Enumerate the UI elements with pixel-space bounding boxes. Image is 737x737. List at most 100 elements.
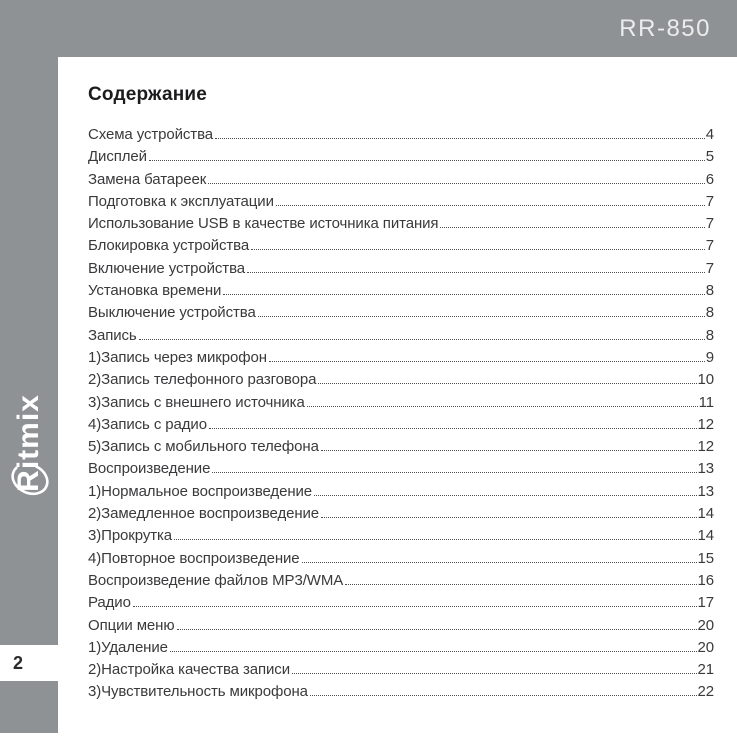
toc-entry-page: 7 — [705, 192, 714, 210]
toc-entry-page: 5 — [705, 148, 714, 166]
toc-dotted-leader — [223, 294, 705, 296]
toc-entry-label: Дисплей — [88, 148, 147, 166]
toc-entry: 3)Запись с внешнего источника 11 — [88, 392, 714, 414]
toc-entry-page: 8 — [705, 282, 714, 300]
toc-dotted-leader — [314, 494, 697, 496]
toc-entry: Использование USB в качестве источника п… — [88, 213, 714, 235]
toc-entry-label: 4)Повторное воспроизведение — [88, 549, 300, 567]
toc-entry-label: Установка времени — [88, 282, 222, 300]
page-number-strip: 2 — [0, 645, 58, 681]
toc-entry-label: Блокировка устройства — [88, 237, 250, 255]
toc-entry-label: Подготовка к эксплуатации — [88, 192, 274, 210]
toc-dotted-leader — [215, 138, 705, 139]
ritmix-logo: Ritmix — [0, 355, 58, 525]
toc-entry-page: 17 — [697, 594, 715, 612]
toc-entry-label: 2)Запись телефонного разговора — [88, 371, 317, 389]
toc-entry-label: 3)Запись с внешнего источника — [88, 393, 305, 411]
toc-dotted-leader — [318, 383, 697, 385]
toc-entry-page: 7 — [705, 215, 714, 233]
page-title: Содержание — [88, 84, 208, 105]
toc-entry-page: 4 — [705, 126, 714, 143]
toc-entry-page: 20 — [697, 616, 715, 634]
toc-entry: Опции меню 20 — [88, 615, 714, 637]
toc-entry: 2)Замедленное воспроизведение 14 — [88, 503, 714, 525]
toc-entry: Схема устройства 4 — [88, 124, 714, 146]
toc-dotted-leader — [292, 673, 697, 675]
toc-entry-label: 2)Настройка качества записи — [88, 661, 290, 679]
toc-entry: 1)Запись через микрофон 9 — [88, 347, 714, 369]
toc-dotted-leader — [251, 249, 705, 251]
toc-dotted-leader — [208, 182, 705, 184]
toc-dotted-leader — [309, 695, 697, 697]
toc-entry-page: 22 — [697, 683, 715, 701]
toc-entry-page: 14 — [697, 505, 715, 523]
toc-dotted-leader — [132, 606, 697, 608]
toc-entry: Установка времени 8 — [88, 280, 714, 302]
toc-entry-label: Воспроизведение файлов MP3/WMA — [88, 571, 344, 589]
toc-dotted-leader — [247, 271, 705, 273]
toc-entry: 4)Запись с радио 12 — [88, 414, 714, 436]
toc-dotted-leader — [306, 405, 698, 407]
toc-dotted-leader — [440, 227, 705, 229]
toc-entry-label: Радио — [88, 594, 131, 612]
toc-entry-label: Воспроизведение — [88, 460, 211, 478]
toc-entry: Запись 8 — [88, 325, 714, 347]
toc-entry: 2)Настройка качества записи 21 — [88, 659, 714, 681]
toc-entry-label: Использование USB в качестве источника п… — [88, 215, 439, 233]
toc-entry: Дисплей 5 — [88, 146, 714, 168]
toc-dotted-leader — [208, 427, 697, 429]
toc-dotted-leader — [321, 517, 697, 519]
toc-dotted-leader — [268, 360, 705, 362]
toc-entry: 1)Удаление 20 — [88, 637, 714, 659]
toc-entry-page: 12 — [697, 415, 715, 433]
toc-entry-label: Схема устройства — [88, 126, 214, 143]
toc-dotted-leader — [301, 561, 697, 563]
page-number: 2 — [13, 652, 24, 673]
toc-entry-page: 15 — [697, 549, 715, 567]
toc-dotted-leader — [138, 338, 705, 340]
toc-entry-label: 1)Запись через микрофон — [88, 348, 267, 366]
toc-dotted-leader — [169, 650, 697, 652]
toc-entry-label: 3)Чувствительность микрофона — [88, 683, 308, 701]
toc-entry: Выключение устройства 8 — [88, 302, 714, 324]
toc-entry: Подготовка к эксплуатации 7 — [88, 191, 714, 213]
toc-entry-page: 7 — [705, 259, 714, 277]
toc-entry-page: 13 — [697, 482, 715, 500]
toc-entry-label: 5)Запись с мобильного телефона — [88, 438, 319, 456]
content-area: Содержание Схема устройства 4 Дисплей 5 … — [58, 57, 737, 737]
toc-dotted-leader — [257, 316, 705, 318]
toc-dotted-leader — [174, 539, 697, 541]
toc-entry: Включение устройства 7 — [88, 258, 714, 280]
toc-entry: Воспроизведение 13 — [88, 458, 714, 480]
toc-entry-label: 4)Запись с радио — [88, 415, 207, 433]
toc-entry: 1)Нормальное воспроизведение 13 — [88, 481, 714, 503]
toc-dotted-leader — [275, 204, 705, 206]
left-gray-sidebar: Ritmix — [0, 57, 58, 733]
toc-dotted-leader — [345, 583, 697, 585]
toc-entry-page: 14 — [697, 527, 715, 545]
toc-dotted-leader — [176, 628, 697, 630]
toc-entry-page: 6 — [705, 170, 714, 188]
toc-entry-page: 8 — [705, 304, 714, 322]
toc-entry-page: 21 — [697, 661, 715, 679]
toc-dotted-leader — [320, 450, 697, 452]
toc-entry: Блокировка устройства 7 — [88, 235, 714, 257]
toc-entry-label: Замена батареек — [88, 170, 207, 188]
toc-entry-page: 9 — [705, 348, 714, 366]
toc-entry-page: 12 — [697, 438, 715, 456]
toc-entry-label: 2)Замедленное воспроизведение — [88, 505, 320, 523]
toc-dotted-leader — [148, 160, 705, 162]
toc-entry: 3)Прокрутка 14 — [88, 525, 714, 547]
table-of-contents: Схема устройства 4 Дисплей 5 Замена бата… — [88, 124, 714, 704]
model-name: RR-850 — [619, 14, 711, 42]
toc-entry-label: Запись — [88, 326, 137, 344]
toc-entry-page: 8 — [705, 326, 714, 344]
toc-entry-page: 11 — [698, 393, 714, 411]
toc-entry-page: 20 — [697, 638, 715, 656]
toc-entry-page: 13 — [697, 460, 715, 478]
toc-entry-label: 1)Нормальное воспроизведение — [88, 482, 313, 500]
toc-entry: 2)Запись телефонного разговора 10 — [88, 369, 714, 391]
toc-entry-label: Выключение устройства — [88, 304, 256, 322]
toc-entry: Воспроизведение файлов MP3/WMA 16 — [88, 570, 714, 592]
